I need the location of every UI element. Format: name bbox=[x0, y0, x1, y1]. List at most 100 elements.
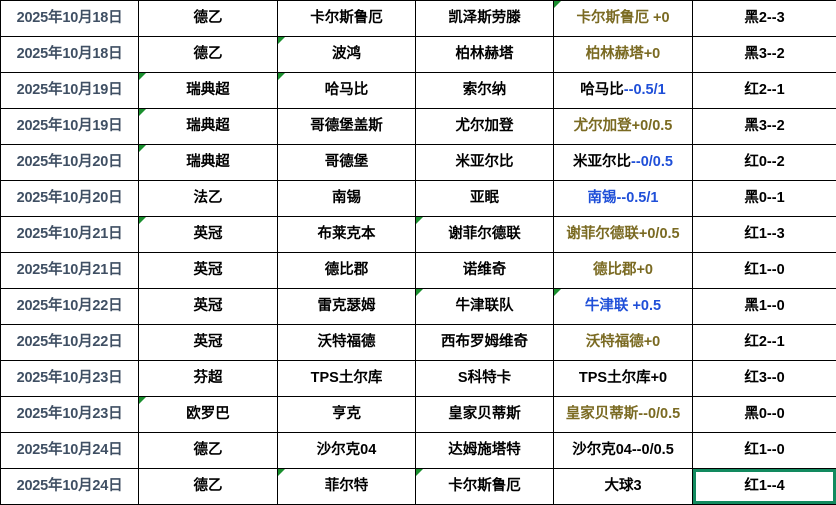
cell-league[interactable]: 德乙 bbox=[139, 469, 278, 505]
cell-tip[interactable]: 柏林赫塔+0 bbox=[554, 37, 693, 73]
cell-league[interactable]: 英冠 bbox=[139, 325, 278, 361]
cell-league[interactable]: 欧罗巴 bbox=[139, 397, 278, 433]
cell-date[interactable]: 2025年10月23日 bbox=[1, 397, 139, 433]
cell-home-team[interactable]: 亨克 bbox=[278, 397, 416, 433]
cell-away-team[interactable]: 达姆施塔特 bbox=[416, 433, 554, 469]
cell-result[interactable]: 黑0--0 bbox=[693, 397, 836, 433]
cell-result[interactable]: 红1--3 bbox=[693, 217, 836, 253]
cell-tip[interactable]: 卡尔斯鲁厄 +0 bbox=[554, 1, 693, 37]
cell-away-team[interactable]: S科特卡 bbox=[416, 361, 554, 397]
tip-text: 牛津联 +0.5 bbox=[585, 299, 661, 315]
cell-away-team[interactable]: 索尔纳 bbox=[416, 73, 554, 109]
cell-date[interactable]: 2025年10月22日 bbox=[1, 289, 139, 325]
cell-home-team[interactable]: 卡尔斯鲁厄 bbox=[278, 1, 416, 37]
cell-league[interactable]: 瑞典超 bbox=[139, 109, 278, 145]
cell-result[interactable]: 红2--1 bbox=[693, 73, 836, 109]
cell-tip[interactable]: 尤尔加登+0/0.5 bbox=[554, 109, 693, 145]
cell-league[interactable]: 瑞典超 bbox=[139, 145, 278, 181]
cell-result[interactable]: 红3--0 bbox=[693, 361, 836, 397]
cell-tip[interactable]: 沙尔克04--0/0.5 bbox=[554, 433, 693, 469]
cell-home-team[interactable]: TPS土尔库 bbox=[278, 361, 416, 397]
cell-league[interactable]: 德乙 bbox=[139, 37, 278, 73]
cell-league[interactable]: 德乙 bbox=[139, 433, 278, 469]
cell-date[interactable]: 2025年10月20日 bbox=[1, 145, 139, 181]
cell-tip[interactable]: 皇家贝蒂斯--0/0.5 bbox=[554, 397, 693, 433]
cell-home-team[interactable]: 哥德堡 bbox=[278, 145, 416, 181]
tip-team-text: 哈马比 bbox=[580, 83, 624, 99]
cell-result[interactable]: 黑3--2 bbox=[693, 37, 836, 73]
cell-date[interactable]: 2025年10月20日 bbox=[1, 181, 139, 217]
cell-tip[interactable]: 米亚尔比--0/0.5 bbox=[554, 145, 693, 181]
cell-home-team[interactable]: 雷克瑟姆 bbox=[278, 289, 416, 325]
cell-away-team[interactable]: 牛津联队 bbox=[416, 289, 554, 325]
cell-league[interactable]: 英冠 bbox=[139, 253, 278, 289]
selected-cell[interactable]: 红1--4 bbox=[693, 469, 836, 505]
cell-league[interactable]: 法乙 bbox=[139, 181, 278, 217]
cell-tip[interactable]: 南锡--0.5/1 bbox=[554, 181, 693, 217]
cell-date[interactable]: 2025年10月21日 bbox=[1, 253, 139, 289]
cell-tip[interactable]: 谢菲尔德联+0/0.5 bbox=[554, 217, 693, 253]
cell-home-team[interactable]: 沃特福德 bbox=[278, 325, 416, 361]
cell-away-team[interactable]: 诺维奇 bbox=[416, 253, 554, 289]
comment-marker-icon bbox=[278, 37, 285, 44]
cell-league[interactable]: 芬超 bbox=[139, 361, 278, 397]
cell-home-team[interactable]: 南锡 bbox=[278, 181, 416, 217]
cell-league[interactable]: 德乙 bbox=[139, 1, 278, 37]
cell-tip[interactable]: 沃特福德+0 bbox=[554, 325, 693, 361]
cell-date[interactable]: 2025年10月18日 bbox=[1, 1, 139, 37]
cell-away-team[interactable]: 柏林赫塔 bbox=[416, 37, 554, 73]
cell-date[interactable]: 2025年10月21日 bbox=[1, 217, 139, 253]
cell-tip[interactable]: TPS土尔库+0 bbox=[554, 361, 693, 397]
cell-result[interactable]: 红1--0 bbox=[693, 433, 836, 469]
cell-away-team[interactable]: 米亚尔比 bbox=[416, 145, 554, 181]
cell-tip[interactable]: 德比郡+0 bbox=[554, 253, 693, 289]
cell-tip[interactable]: 哈马比--0.5/1 bbox=[554, 73, 693, 109]
cell-home-team[interactable]: 沙尔克04 bbox=[278, 433, 416, 469]
cell-date[interactable]: 2025年10月24日 bbox=[1, 469, 139, 505]
cell-date[interactable]: 2025年10月19日 bbox=[1, 109, 139, 145]
cell-date[interactable]: 2025年10月23日 bbox=[1, 361, 139, 397]
cell-league[interactable]: 瑞典超 bbox=[139, 73, 278, 109]
cell-date[interactable]: 2025年10月18日 bbox=[1, 37, 139, 73]
tip-text: 卡尔斯鲁厄 +0 bbox=[576, 11, 669, 27]
cell-home-team[interactable]: 菲尔特 bbox=[278, 469, 416, 505]
cell-home-team[interactable]: 哈马比 bbox=[278, 73, 416, 109]
cell-away-team[interactable]: 谢菲尔德联 bbox=[416, 217, 554, 253]
cell-away-team[interactable]: 皇家贝蒂斯 bbox=[416, 397, 554, 433]
cell-result[interactable]: 红0--2 bbox=[693, 145, 836, 181]
comment-marker-icon bbox=[554, 289, 561, 296]
comment-marker-icon bbox=[139, 145, 146, 152]
cell-result[interactable]: 黑3--2 bbox=[693, 109, 836, 145]
cell-away-team[interactable]: 西布罗姆维奇 bbox=[416, 325, 554, 361]
cell-home-team[interactable]: 哥德堡盖斯 bbox=[278, 109, 416, 145]
cell-result[interactable]: 黑1--0 bbox=[693, 289, 836, 325]
cell-away-team[interactable]: 尤尔加登 bbox=[416, 109, 554, 145]
tip-text: 南锡--0.5/1 bbox=[588, 191, 659, 207]
cell-away-team[interactable]: 亚眠 bbox=[416, 181, 554, 217]
cell-result[interactable]: 红1--0 bbox=[693, 253, 836, 289]
cell-result[interactable]: 黑2--3 bbox=[693, 1, 836, 37]
cell-date[interactable]: 2025年10月22日 bbox=[1, 325, 139, 361]
comment-marker-icon bbox=[554, 1, 561, 8]
cell-home-team[interactable]: 德比郡 bbox=[278, 253, 416, 289]
cell-away-team[interactable]: 卡尔斯鲁厄 bbox=[416, 469, 554, 505]
cell-home-team[interactable]: 布莱克本 bbox=[278, 217, 416, 253]
cell-date[interactable]: 2025年10月19日 bbox=[1, 73, 139, 109]
cell-league[interactable]: 英冠 bbox=[139, 289, 278, 325]
tip-text: 德比郡+0 bbox=[593, 263, 653, 279]
cell-home-team[interactable]: 波鸿 bbox=[278, 37, 416, 73]
cell-result[interactable]: 红2--1 bbox=[693, 325, 836, 361]
cell-date[interactable]: 2025年10月24日 bbox=[1, 433, 139, 469]
cell-tip[interactable]: 大球3 bbox=[554, 469, 693, 505]
tip-handicap-text: --0/0.5 bbox=[631, 155, 673, 171]
comment-marker-icon bbox=[416, 469, 423, 476]
comment-marker-icon bbox=[278, 73, 285, 80]
cell-tip[interactable]: 牛津联 +0.5 bbox=[554, 289, 693, 325]
comment-marker-icon bbox=[278, 469, 285, 476]
cell-result[interactable]: 黑0--1 bbox=[693, 181, 836, 217]
cell-away-team[interactable]: 凯泽斯劳滕 bbox=[416, 1, 554, 37]
cell-league[interactable]: 英冠 bbox=[139, 217, 278, 253]
